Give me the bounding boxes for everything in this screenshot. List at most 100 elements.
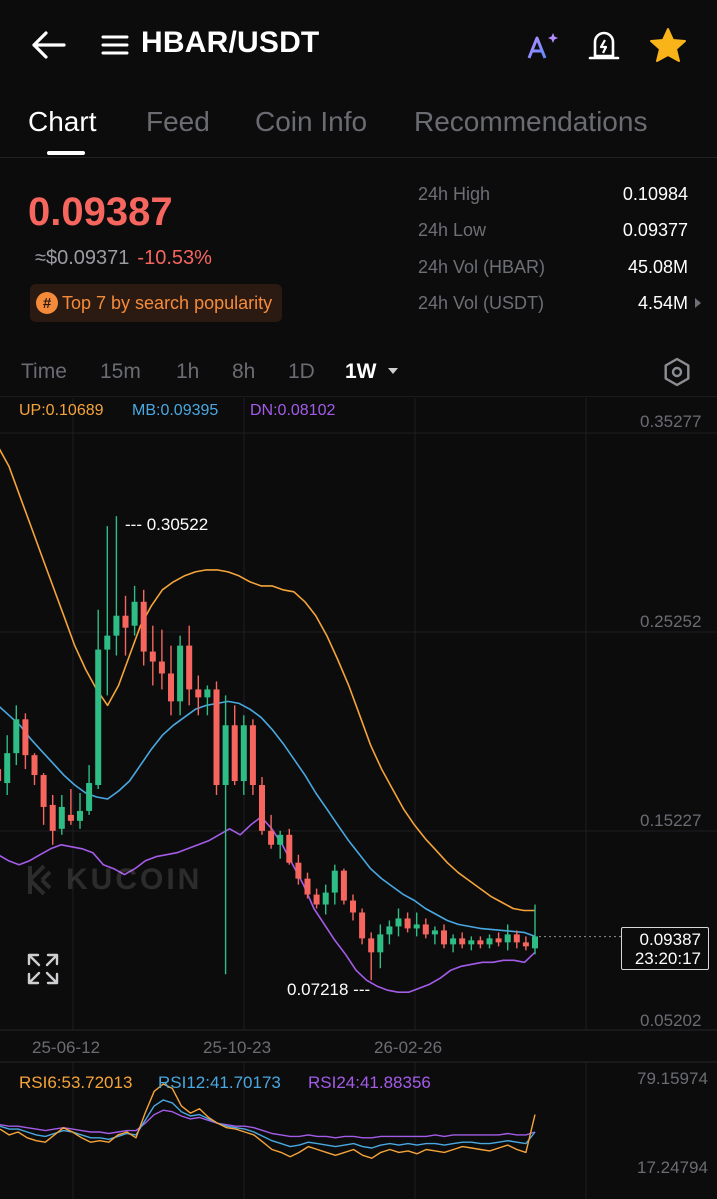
candle-body xyxy=(168,673,174,702)
favorite-star-icon[interactable] xyxy=(648,26,688,64)
candle-body xyxy=(13,719,20,754)
stat-value-low: 0.09377 xyxy=(622,220,688,240)
hashtag-icon: # xyxy=(36,292,58,314)
date-axis-label: 25-06-12 xyxy=(32,1038,101,1057)
candle-body xyxy=(67,814,74,821)
chevron-right-icon[interactable] xyxy=(693,296,703,310)
boll-mb-label: MB:0.09395 xyxy=(132,402,219,419)
timeframe-1d[interactable]: 1D xyxy=(288,360,315,383)
candle-body xyxy=(395,918,402,927)
candle-body xyxy=(195,689,202,698)
tab-coin-info[interactable]: Coin Info xyxy=(255,106,368,137)
pair-title[interactable]: HBAR/USDT xyxy=(141,26,320,59)
stat-label-vol-hbar: 24h Vol (HBAR) xyxy=(418,257,546,277)
main-tabs: Chart Feed Coin Info Recommendations xyxy=(0,92,717,158)
candle-body xyxy=(222,725,229,786)
timeframe-15m[interactable]: 15m xyxy=(100,360,141,383)
stat-value-vol-usdt[interactable]: 4.54M xyxy=(637,293,688,313)
timeframe-1h[interactable]: 1h xyxy=(176,360,200,383)
stat-value-vol-hbar: 45.08M xyxy=(627,257,688,277)
candle-body xyxy=(4,753,11,784)
candle-body xyxy=(58,806,65,829)
candle-body xyxy=(468,940,475,945)
rsi24-line xyxy=(0,1109,536,1139)
candle-body xyxy=(231,725,238,782)
candle-body xyxy=(441,930,447,945)
candle-body xyxy=(450,938,457,945)
candle-body xyxy=(40,775,47,807)
popularity-text: Top 7 by search popularity xyxy=(62,292,273,313)
chart-settings-icon[interactable] xyxy=(661,356,693,388)
rsi12-line xyxy=(0,1099,536,1149)
candle-body xyxy=(350,900,356,913)
stat-label-low: 24h Low xyxy=(418,220,487,240)
rsi-axis-label: 17.24794 xyxy=(637,1158,708,1177)
price-axis-label: 0.25252 xyxy=(640,612,702,631)
timeframe-bar: Time 15m 1h 8h 1D 1W xyxy=(0,352,717,396)
fullscreen-expand-icon[interactable] xyxy=(26,952,60,986)
tab-chart[interactable]: Chart xyxy=(28,106,97,137)
candle-body xyxy=(359,912,366,939)
stat-label-vol-usdt: 24h Vol (USDT) xyxy=(418,293,545,313)
candle-body xyxy=(495,938,502,943)
kucoin-logo-icon xyxy=(28,864,52,896)
candle-body xyxy=(268,830,275,845)
price-subline: ≈$0.09371 -10.53% xyxy=(35,247,212,270)
rsi6-line xyxy=(0,1083,536,1159)
ai-icon[interactable] xyxy=(524,30,560,62)
tab-recommendations[interactable]: Recommendations xyxy=(414,106,648,137)
rsi12-label: RSI12:41.70173 xyxy=(158,1073,281,1092)
candle-body xyxy=(86,783,93,811)
candle-body xyxy=(532,936,538,949)
candle-body xyxy=(204,689,211,698)
candle-body xyxy=(240,725,247,782)
price-axis-label: 0.05202 xyxy=(640,1011,702,1030)
candle-body xyxy=(404,918,411,929)
timeframe-1w[interactable]: 1W xyxy=(345,360,377,383)
candle-body xyxy=(186,645,193,690)
tab-feed[interactable]: Feed xyxy=(146,106,210,137)
usd-price: ≈$0.09371 xyxy=(35,247,130,269)
candle-body xyxy=(277,834,284,845)
candle-body xyxy=(413,924,420,929)
candle-body xyxy=(22,719,29,756)
candle-body xyxy=(104,635,111,650)
candle-body xyxy=(513,934,520,943)
timeframe-time[interactable]: Time xyxy=(21,360,67,383)
candle-body xyxy=(49,804,56,831)
candle-body xyxy=(249,725,256,786)
low-price-marker: 0.07218 --- xyxy=(287,980,371,999)
boll-lower-line xyxy=(0,816,536,994)
candle-body xyxy=(122,615,129,628)
candle-body xyxy=(522,942,529,947)
popularity-badge[interactable]: # Top 7 by search popularity xyxy=(30,284,283,322)
stat-label-high: 24h High xyxy=(418,184,491,204)
active-tab-indicator xyxy=(47,151,85,155)
candle-body xyxy=(259,785,265,831)
candle-body xyxy=(422,924,429,935)
stat-value-high: 0.10984 xyxy=(622,184,688,204)
candle-body xyxy=(113,615,120,636)
candle-body xyxy=(31,755,38,776)
timeframe-8h[interactable]: 8h xyxy=(232,360,256,383)
candle-body xyxy=(304,878,311,895)
price-alert-icon[interactable] xyxy=(586,26,622,64)
candle-body xyxy=(386,926,393,935)
current-price-box: 0.09387 23:20:17 xyxy=(621,927,709,970)
candle-body xyxy=(368,938,375,953)
candle-body xyxy=(331,870,338,893)
menu-icon[interactable] xyxy=(100,32,130,58)
candle-body xyxy=(295,862,302,879)
candle-body xyxy=(313,894,320,905)
candle-body xyxy=(140,601,147,652)
candle-body xyxy=(286,834,293,863)
candle-countdown: 23:20:17 xyxy=(634,949,701,968)
candle-body xyxy=(158,661,165,674)
rsi24-label: RSI24:41.88356 xyxy=(308,1073,431,1092)
caret-down-icon[interactable] xyxy=(387,367,399,375)
candle-body xyxy=(477,940,484,945)
candle-body xyxy=(431,930,438,935)
back-arrow-icon[interactable] xyxy=(28,28,68,62)
kucoin-watermark: KUCOIN xyxy=(24,860,202,900)
